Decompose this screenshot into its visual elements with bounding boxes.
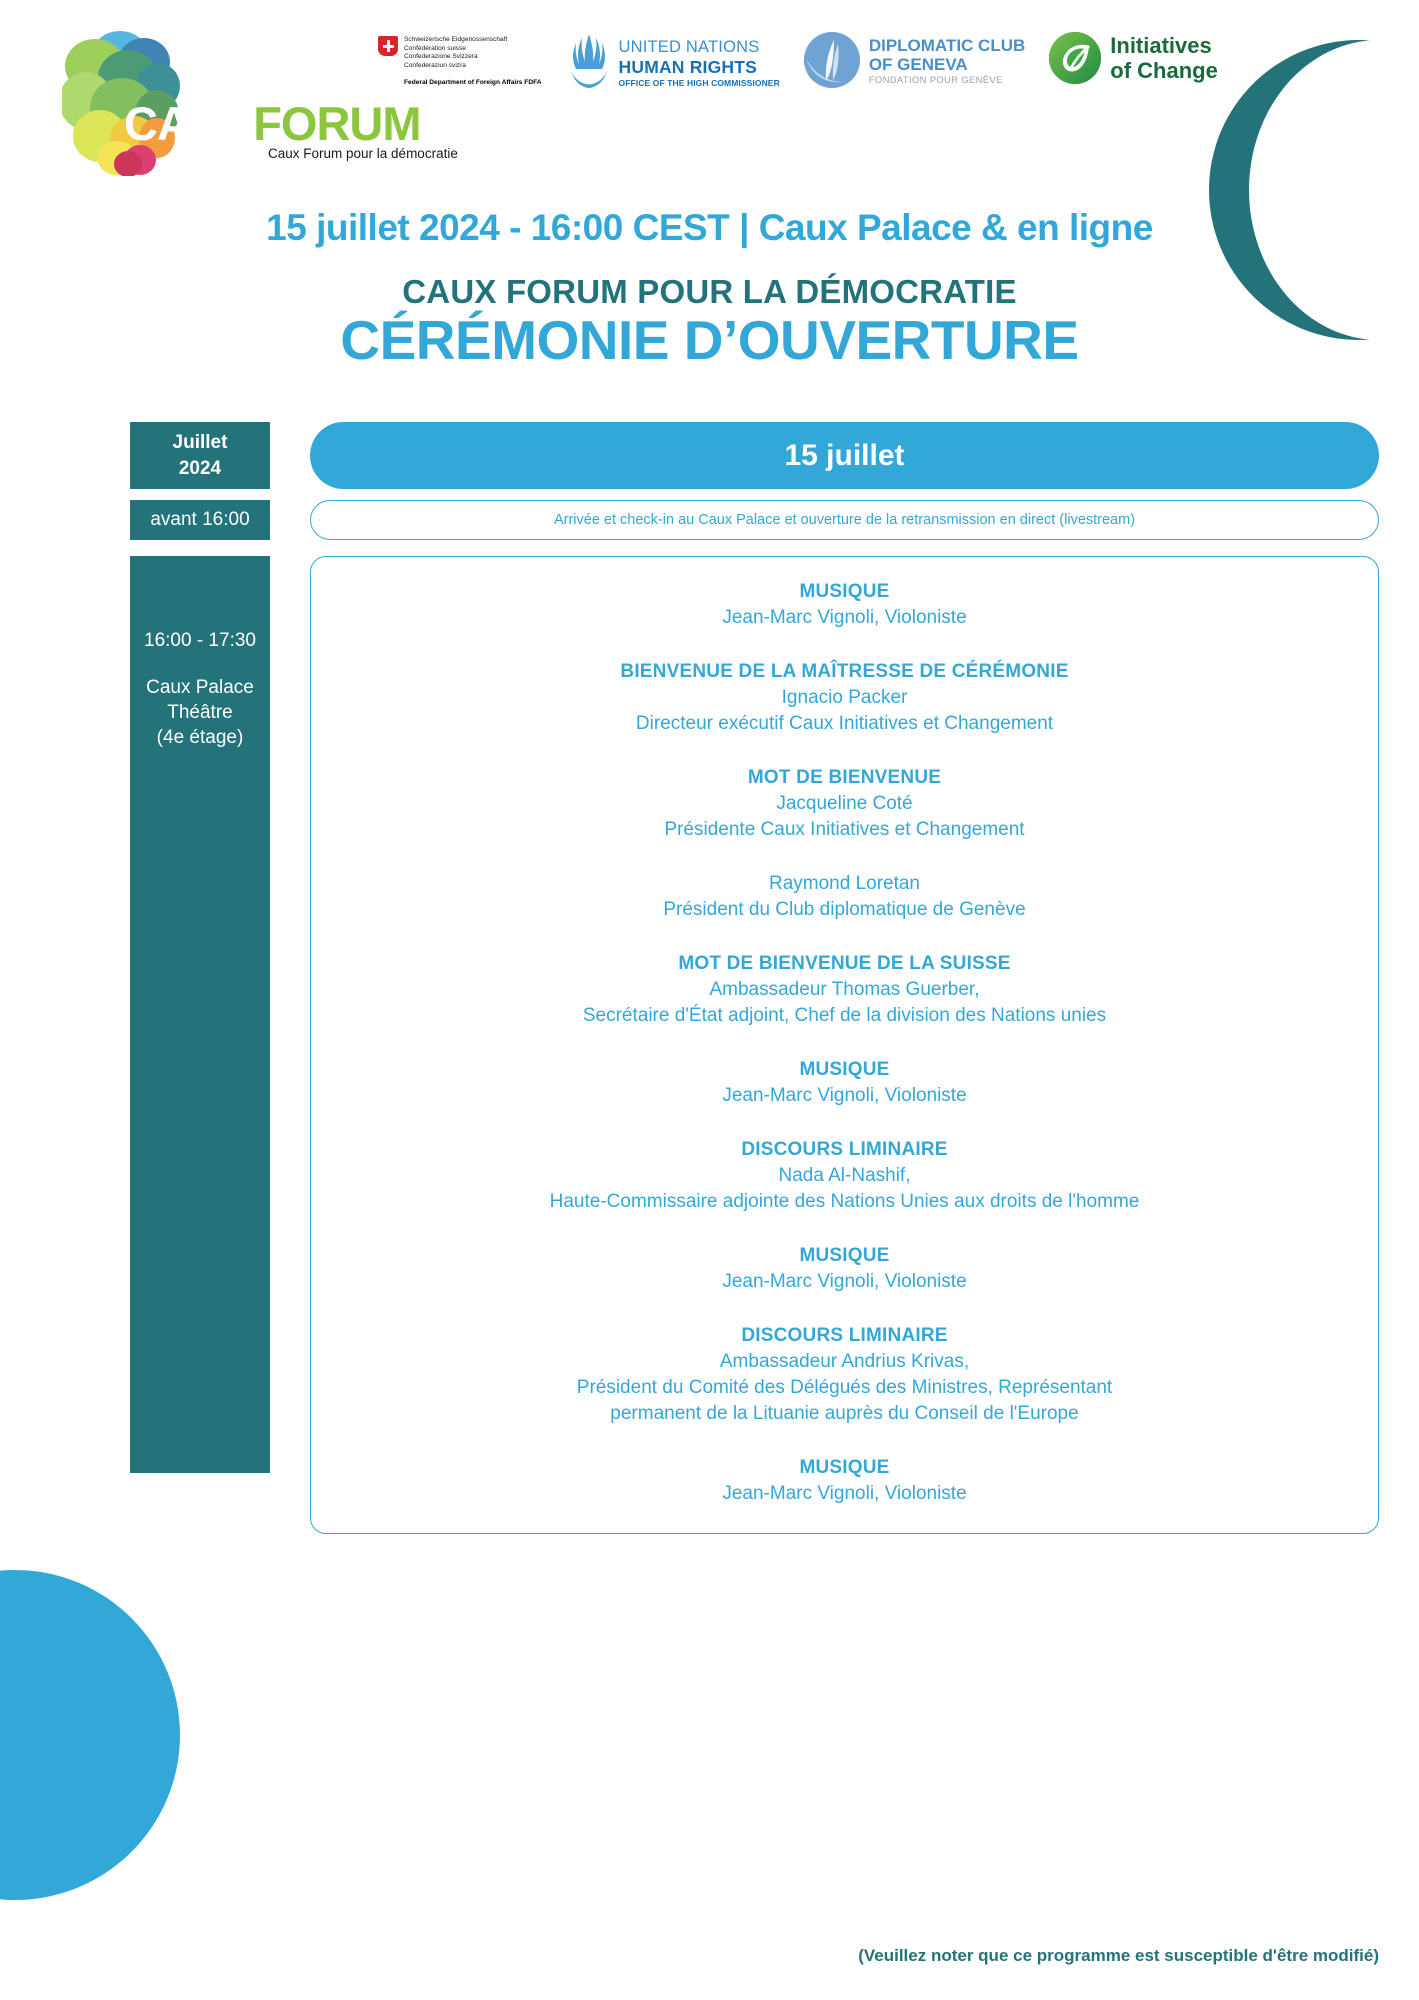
event-date-line: 15 juillet 2024 - 16:00 CEST | Caux Pala…: [266, 207, 1153, 248]
program-item: MUSIQUE Jean-Marc Vignoli, Violoniste: [333, 1243, 1356, 1295]
caux-forum-logo: CAUXFORUM Caux Forum pour la démocratie: [62, 26, 458, 181]
program-time-column: Juillet 2024 avant 16:00 16:00 - 17:30 C…: [130, 422, 270, 1534]
ioc-line-1: Initiatives: [1110, 33, 1212, 58]
dcg-line-2: OF GENEVA: [868, 55, 968, 74]
partner-swiss-confederation: Schweizerische Eidgenossenschaft Confédé…: [378, 32, 542, 86]
logo-bar: CAUXFORUM Caux Forum pour la démocratie …: [0, 0, 1419, 200]
program-item-title: MUSIQUE: [799, 1059, 890, 1080]
session-location: Caux Palace Théâtre (4e étage): [146, 675, 254, 750]
month-label: Juillet: [172, 431, 228, 453]
program-item-line: Présidente Caux Initiatives et Changemen…: [664, 819, 1025, 840]
year-label: 2024: [178, 457, 222, 479]
program-item-line: Jean-Marc Vignoli, Violoniste: [722, 1271, 967, 1292]
program-item-line: Ignacio Packer: [781, 687, 908, 708]
dcg-line-3: FONDATION POUR GENÈVE: [868, 75, 1003, 86]
program-item-line: Président du Comité des Délégués des Min…: [576, 1377, 1113, 1398]
month-chip: Juillet 2024: [130, 422, 270, 489]
program-item-title: MOT DE BIENVENUE DE LA SUISSE: [678, 953, 1011, 974]
partner-logos: Schweizerische Eidgenossenschaft Confédé…: [378, 32, 1218, 90]
program-item-line: Directeur exécutif Caux Initiatives et C…: [635, 713, 1054, 734]
program-item-line: permanent de la Lituanie auprès du Conse…: [610, 1403, 1079, 1424]
arrival-note: Arrivée et check-in au Caux Palace et ou…: [310, 500, 1379, 540]
program-item: Raymond Loretan Président du Club diplom…: [333, 871, 1356, 923]
caux-forum-blob-icon: [62, 31, 180, 176]
program-item-line: Jacqueline Coté: [776, 793, 913, 814]
caux-forum-tagline: Caux Forum pour la démocratie: [268, 146, 458, 161]
session-time-chip: 16:00 - 17:30 Caux Palace Théâtre (4e ét…: [130, 556, 270, 1473]
swiss-line-2: Confédération suisse: [404, 44, 466, 52]
program-item-title: DISCOURS LIMINAIRE: [741, 1325, 948, 1346]
swiss-department-line: Federal Department of Foreign Affairs FD…: [404, 79, 542, 87]
footer-disclaimer: (Veuillez noter que ce programme est sus…: [858, 1946, 1379, 1965]
program-item: BIENVENUE DE LA MAÎTRESSE DE CÉRÉMONIE I…: [333, 659, 1356, 737]
partner-un-human-rights: UNITED NATIONS HUMAN RIGHTS OFFICE OF TH…: [566, 32, 780, 90]
day-banner: 15 juillet: [310, 422, 1379, 489]
swiss-line-1: Schweizerische Eidgenossenschaft: [404, 36, 508, 43]
before-time-chip: avant 16:00: [130, 500, 270, 540]
program-item-title: BIENVENUE DE LA MAÎTRESSE DE CÉRÉMONIE: [620, 661, 1069, 682]
initiatives-of-change-leaf-icon: [1049, 32, 1102, 84]
program-item-line: Nada Al-Nashif,: [778, 1165, 911, 1186]
session-location-line-3: (4e étage): [156, 727, 244, 748]
program-item: MOT DE BIENVENUE Jacqueline Coté Préside…: [333, 765, 1356, 843]
swiss-line-3: Confederazione Svizzera: [404, 53, 478, 61]
program-grid: Juillet 2024 avant 16:00 16:00 - 17:30 C…: [0, 422, 1419, 1534]
program-item-title: MUSIQUE: [799, 1245, 890, 1266]
session-location-line-2: Théâtre: [167, 702, 233, 723]
program-item: MUSIQUE Jean-Marc Vignoli, Violoniste: [333, 579, 1356, 631]
event-subtitle: CAUX FORUM POUR LA DÉMOCRATIE: [402, 273, 1017, 310]
program-item: MUSIQUE Jean-Marc Vignoli, Violoniste: [333, 1057, 1356, 1109]
program-card: MUSIQUE Jean-Marc Vignoli, Violoniste BI…: [310, 556, 1379, 1534]
title-block: 15 juillet 2024 - 16:00 CEST | Caux Pala…: [0, 206, 1419, 370]
program-item-title: MUSIQUE: [799, 1457, 890, 1478]
program-item-line: Jean-Marc Vignoli, Violoniste: [722, 607, 967, 628]
session-location-line-1: Caux Palace: [146, 677, 254, 698]
program-item-line: Ambassadeur Thomas Guerber,: [709, 979, 980, 1000]
program-item-line: Jean-Marc Vignoli, Violoniste: [722, 1085, 967, 1106]
swiss-flag-icon: [378, 36, 398, 56]
un-line-1: UNITED NATIONS: [618, 38, 760, 56]
program-item-title: DISCOURS LIMINAIRE: [741, 1139, 948, 1160]
program-item: MUSIQUE Jean-Marc Vignoli, Violoniste: [333, 1455, 1356, 1507]
partner-initiatives-of-change: Initiatives of Change: [1049, 32, 1218, 84]
diplomatic-club-jet-icon: [803, 32, 860, 88]
forum-word: FORUM: [253, 97, 421, 150]
program-item-title: MUSIQUE: [799, 581, 890, 602]
program-item-title: MOT DE BIENVENUE: [747, 767, 942, 788]
program-item-line: Raymond Loretan: [768, 873, 921, 894]
dcg-line-1: DIPLOMATIC CLUB: [868, 36, 1026, 55]
partner-diplomatic-club-geneva: DIPLOMATIC CLUB OF GENEVA FONDATION POUR…: [803, 32, 1026, 88]
program-content-column: 15 juillet Arrivée et check-in au Caux P…: [310, 422, 1379, 1534]
program-item-line: Secrétaire d'État adjoint, Chef de la di…: [582, 1005, 1107, 1026]
un-line-2: HUMAN RIGHTS: [618, 57, 758, 77]
session-time-range: 16:00 - 17:30: [144, 630, 256, 651]
program-item-line: Président du Club diplomatique de Genève: [663, 899, 1026, 920]
swiss-line-4: Confederaziun svizra: [404, 61, 466, 69]
un-human-rights-flame-icon: [570, 34, 607, 88]
caux-word: CAUX: [124, 97, 254, 150]
decorative-blue-circle: [0, 1570, 180, 1900]
caux-forum-wordmark: CAUXFORUM: [124, 96, 422, 151]
program-item: DISCOURS LIMINAIRE Nada Al-Nashif, Haute…: [333, 1137, 1356, 1215]
un-line-3: OFFICE OF THE HIGH COMMISSIONER: [618, 78, 780, 88]
ioc-line-2: of Change: [1110, 58, 1218, 83]
program-item-line: Ambassadeur Andrius Krivas,: [719, 1351, 970, 1372]
program-item-line: Jean-Marc Vignoli, Violoniste: [722, 1483, 967, 1504]
page-title: CÉRÉMONIE D’OUVERTURE: [340, 309, 1079, 371]
program-item: MOT DE BIENVENUE DE LA SUISSE Ambassadeu…: [333, 951, 1356, 1029]
program-item-line: Haute-Commissaire adjointe des Nations U…: [549, 1191, 1140, 1212]
program-item: DISCOURS LIMINAIRE Ambassadeur Andrius K…: [333, 1323, 1356, 1427]
